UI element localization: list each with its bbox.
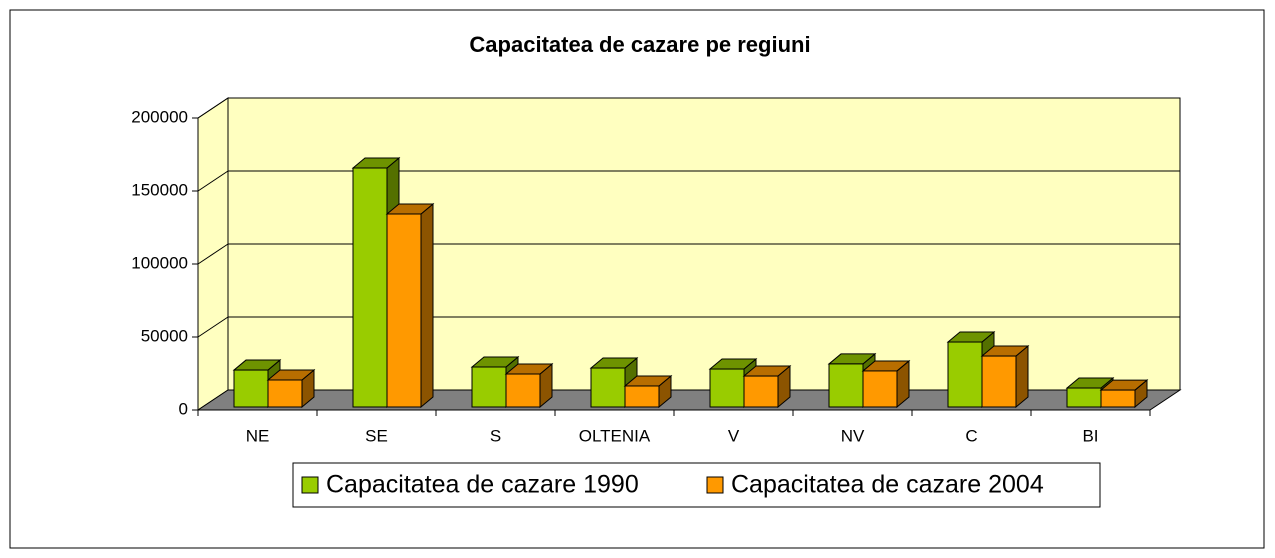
x-tick-label: NV: [841, 426, 865, 445]
x-tick-label: OLTENIA: [579, 426, 651, 445]
bar: [505, 373, 541, 408]
x-tick-label: S: [490, 426, 501, 445]
x-tick-label: V: [728, 426, 740, 445]
floor: [196, 389, 1182, 411]
grid-line-side: [197, 243, 229, 265]
bar: [624, 385, 660, 408]
y-tick-label: 150000: [131, 180, 188, 199]
bar: [471, 366, 507, 408]
chart-title: Capacitatea de cazare pe regiuni: [469, 32, 810, 57]
grid-line-side: [197, 97, 229, 119]
bar: [1066, 387, 1102, 408]
bar: [233, 369, 269, 408]
bar: [862, 370, 898, 408]
bar: [709, 368, 745, 408]
bar: [981, 355, 1017, 408]
legend-swatch: [301, 476, 319, 494]
bar: [743, 375, 779, 408]
legend-label: Capacitatea de cazare 1990: [326, 471, 639, 499]
bar: [352, 167, 388, 408]
bar: [828, 363, 864, 408]
x-tick-label: C: [965, 426, 977, 445]
bar-side: [420, 202, 434, 409]
grid-line-side: [197, 316, 229, 338]
y-tick-label: 100000: [131, 253, 188, 272]
bar: [267, 379, 303, 408]
x-tick-label: NE: [246, 426, 270, 445]
bar: [590, 367, 626, 408]
y-tick-label: 200000: [131, 107, 188, 126]
x-tick-label: SE: [365, 426, 388, 445]
y-tick-label: 50000: [141, 326, 188, 345]
bar: [947, 341, 983, 408]
x-tick-label: BI: [1082, 426, 1098, 445]
legend: [292, 462, 1101, 508]
legend-label: Capacitatea de cazare 2004: [731, 471, 1044, 499]
bar: [1100, 389, 1136, 408]
grid-line-side: [197, 170, 229, 192]
legend-swatch: [706, 476, 724, 494]
bar: [386, 213, 422, 408]
y-tick-label: 0: [179, 399, 188, 418]
